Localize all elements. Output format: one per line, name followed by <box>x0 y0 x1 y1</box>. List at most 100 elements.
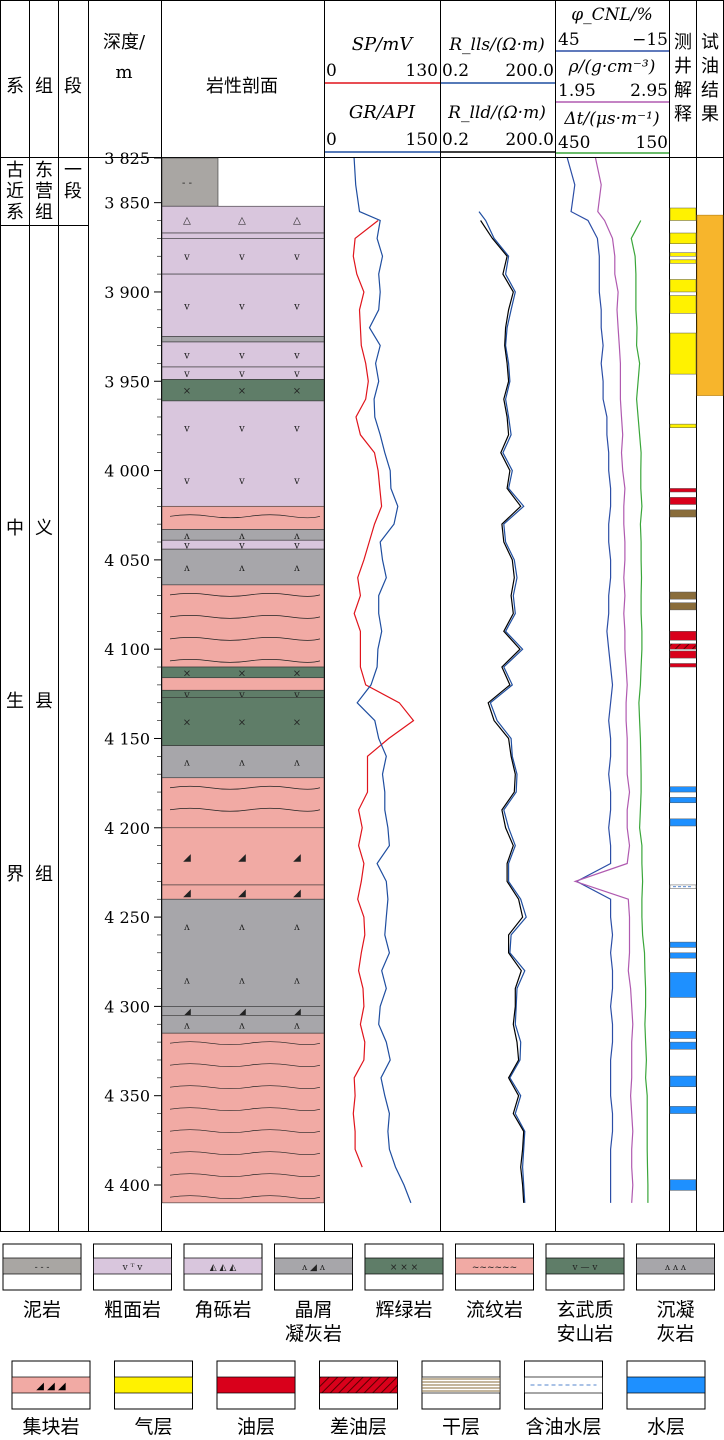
test-header-1: 试 <box>701 32 719 53</box>
legend-item-gas: 气层 <box>114 1360 193 1438</box>
header-depth-unit: m <box>115 62 132 83</box>
legend-item-poor_oil: 差油层 <box>319 1360 398 1438</box>
depth-tick-label: 3 825 <box>104 149 150 168</box>
interp-zone-water <box>669 1075 697 1088</box>
interp-header-4: 释 <box>674 104 692 125</box>
interp-zone-gas <box>669 252 697 257</box>
litho-symbol: × <box>238 668 246 679</box>
legend-symbol: ~~~~~~ <box>472 1263 517 1273</box>
depth-tick-label: 4 400 <box>104 1176 150 1195</box>
legend-label: 差油层 <box>330 1416 387 1438</box>
legend-swatch <box>93 1257 172 1275</box>
gr-curve <box>353 157 412 1204</box>
legend-label-line2: 安山岩 <box>556 1323 613 1345</box>
header-sp-gr: SP/mV 0 130 GR/API 0 150 <box>325 34 440 153</box>
litho-symbol: △ <box>183 216 191 227</box>
sp-label: SP/mV <box>352 34 415 55</box>
litho-bed-mudstone <box>161 157 219 207</box>
legend-swatch <box>364 1257 444 1275</box>
lower-group-label: 义县组 <box>35 518 53 885</box>
interp-zone-dry <box>669 602 697 611</box>
litho-symbol: ʌ <box>238 531 245 542</box>
litho-symbol: v <box>183 541 190 552</box>
rlld-max: 200.0 <box>505 130 554 150</box>
interp-zone-dry <box>669 591 697 600</box>
header-member: 段 <box>64 76 82 97</box>
legend-swatch <box>455 1257 534 1275</box>
litho-symbol: ʌ <box>183 1020 190 1031</box>
legend-swatch <box>274 1257 353 1275</box>
litho-symbol: ʌ <box>183 563 190 574</box>
litho-symbol: v <box>238 541 245 552</box>
legend-swatch <box>636 1257 715 1275</box>
legend-swatch <box>183 1257 263 1275</box>
litho-symbol: △ <box>293 216 301 227</box>
interp-zone-gas <box>669 207 697 221</box>
legend-symbol: ʌ ◢ ʌ <box>301 1263 326 1273</box>
upper-group-label: 东营组 <box>35 160 53 223</box>
legend-item-oil: 油层 <box>216 1360 296 1438</box>
litho-bed-trachyte <box>161 400 325 507</box>
litho-symbol: ◢ <box>293 852 301 863</box>
gr-max: 150 <box>406 130 438 150</box>
litho-symbol: v <box>183 252 190 263</box>
litho-symbol: × <box>293 718 301 729</box>
legend-symbol: ʌ ʌ ʌ <box>664 1263 687 1273</box>
flow-line <box>169 615 321 619</box>
ac-curve <box>630 220 649 1203</box>
legend-symbol: × × × <box>390 1263 418 1273</box>
litho-bed-rhyolite <box>161 584 325 668</box>
den-min: 1.95 <box>558 81 596 101</box>
litho-symbol: v <box>293 476 300 487</box>
legend-swatch <box>2 1257 82 1275</box>
test-result-column <box>696 214 724 396</box>
litho-symbol: ʌ <box>293 922 300 933</box>
litho-symbol: v <box>183 350 190 361</box>
depth-tick-label: 4 200 <box>104 819 150 838</box>
legend-swatch <box>524 1376 603 1394</box>
depth-tick-label: 4 050 <box>104 551 150 570</box>
legend-item-mudstone: - - - 泥岩 <box>2 1243 82 1321</box>
flow-line <box>169 593 321 597</box>
legend-swatch <box>545 1257 625 1275</box>
litho-symbol: ʌ <box>183 758 190 769</box>
litho-bed-trachyte <box>161 238 325 275</box>
interp-zone-gas <box>669 332 697 375</box>
interpretation-column <box>669 207 697 1191</box>
litho-bed-sed_tuff <box>161 745 325 779</box>
depth-axis: 3 825 3 850 3 900 3 950 4 000 4 050 4 100 4 150… <box>104 149 161 1195</box>
legend-label: 泥岩 <box>23 1299 61 1321</box>
legend-label: 流纹岩 <box>466 1299 523 1321</box>
litho-symbol: ʌ <box>293 758 300 769</box>
interp-zone-oil <box>669 497 697 505</box>
legend-label: 角砾岩 <box>194 1299 251 1321</box>
litho-symbol: v <box>293 369 300 380</box>
upper-system-label: 古近系 <box>6 160 24 223</box>
test-result-zone <box>696 214 724 396</box>
sp-min: 0 <box>326 61 337 81</box>
log-curves <box>352 157 649 1204</box>
gr-label: GR/API <box>349 102 416 123</box>
header-grid <box>0 0 724 1232</box>
legend-label: 粗面岩 <box>104 1299 161 1321</box>
flow-line <box>169 637 321 641</box>
legend-item-oily_water: 含油水层 <box>524 1360 603 1438</box>
den-label: ρ/(g·cm⁻³) <box>568 57 656 77</box>
den-curve <box>573 157 634 1203</box>
litho-bed-agglomerate <box>161 827 325 886</box>
rlls-min: 0.2 <box>442 61 469 81</box>
interp-zone-oil <box>669 631 697 641</box>
litho-bed-breccia <box>161 205 325 234</box>
litho-symbol: ◢ <box>293 888 301 899</box>
legend-item-agglomerate: ◢ ◢ ◢ 集块岩 <box>11 1360 91 1438</box>
litho-symbol: v <box>183 423 190 434</box>
litho-symbol: ◢ <box>238 852 246 863</box>
rlls-label: R_lls/(Ω·m) <box>448 35 545 55</box>
flow-line <box>169 1151 321 1156</box>
litho-symbol: ʌ <box>293 1020 300 1031</box>
test-header-2: 油 <box>701 56 719 77</box>
litho-symbol: ʌ <box>238 563 245 574</box>
litho-symbol: v <box>183 476 190 487</box>
litho-symbol: v <box>183 690 190 701</box>
